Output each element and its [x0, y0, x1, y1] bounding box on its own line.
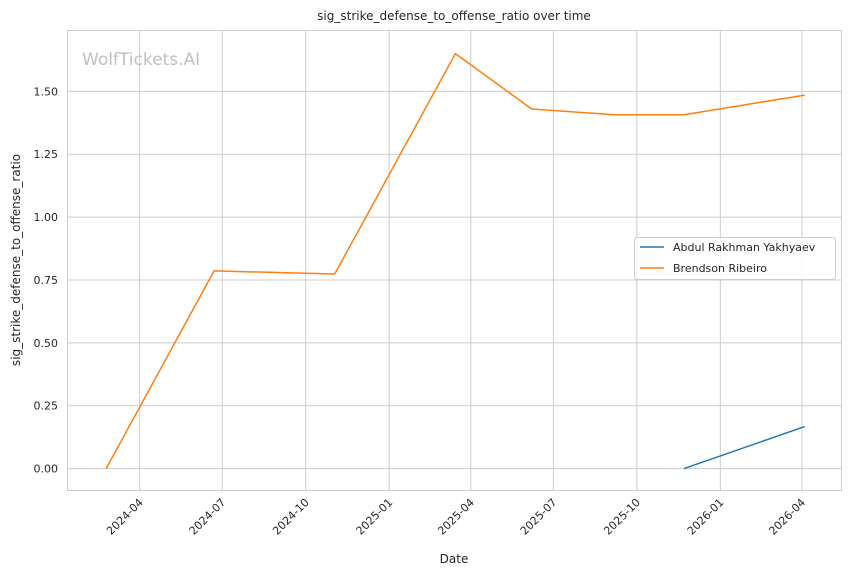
- series-line-brendson-ribeiro: [105, 52, 805, 469]
- series-line-abdul-rakhman-yakhyaev: [683, 425, 805, 470]
- x-tick-label: 2026-01: [685, 496, 727, 538]
- x-axis-ticks: 2024-04 2024-07 2024-10 2025-01 2025-04 2025-…: [104, 496, 808, 538]
- y-tick-label: 1.00: [34, 211, 59, 224]
- legend-label-brendson-ribeiro: Brendson Ribeiro: [673, 262, 767, 275]
- legend: Abdul Rakhman Yakhyaev Brendson Ribeiro: [634, 237, 836, 280]
- legend-label-abdul-rakhman-yakhyaev: Abdul Rakhman Yakhyaev: [673, 241, 816, 254]
- y-tick-label: 0.50: [34, 337, 59, 350]
- x-tick-label: 2025-07: [518, 496, 560, 538]
- grid: [68, 31, 841, 490]
- y-axis-label: sig_strike_defense_to_offense_ratio: [9, 154, 23, 366]
- x-tick-label: 2025-04: [435, 496, 477, 538]
- x-tick-label: 2024-04: [104, 496, 146, 538]
- legend-box: [634, 237, 836, 280]
- y-tick-label: 0.25: [34, 400, 59, 413]
- y-tick-label: 0.75: [34, 274, 59, 287]
- x-tick-label: 2025-01: [354, 496, 396, 538]
- x-tick-label: 2024-07: [187, 496, 229, 538]
- y-tick-label: 1.25: [34, 148, 59, 161]
- y-tick-label: 0.00: [34, 463, 59, 476]
- x-tick-label: 2025-10: [601, 496, 643, 538]
- watermark: WolfTickets.AI: [82, 50, 200, 70]
- series-lines: [105, 52, 805, 470]
- x-axis-label: Date: [440, 552, 469, 566]
- y-axis-ticks: 0.00 0.25 0.50 0.75 1.00 1.25 1.50: [34, 85, 59, 475]
- y-tick-label: 1.50: [34, 85, 59, 98]
- x-tick-label: 2024-10: [270, 496, 312, 538]
- chart-title: sig_strike_defense_to_offense_ratio over…: [317, 9, 591, 23]
- x-tick-label: 2026-04: [766, 496, 808, 538]
